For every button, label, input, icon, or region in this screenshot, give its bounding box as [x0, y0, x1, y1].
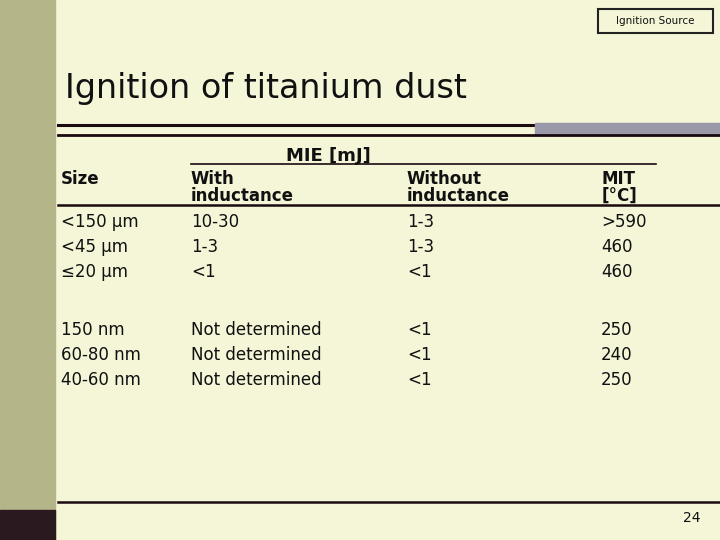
Text: <1: <1 [407, 263, 431, 281]
Text: 460: 460 [601, 238, 633, 256]
Text: Size: Size [61, 170, 100, 188]
Text: Without: Without [407, 170, 482, 188]
Text: 240: 240 [601, 346, 633, 364]
Text: With: With [191, 170, 235, 188]
Text: <1: <1 [407, 321, 431, 339]
Text: inductance: inductance [191, 187, 294, 205]
Text: MIT: MIT [601, 170, 635, 188]
Text: <1: <1 [407, 346, 431, 364]
Text: 250: 250 [601, 371, 633, 389]
Text: 1-3: 1-3 [191, 238, 218, 256]
Text: 460: 460 [601, 263, 633, 281]
Text: <150 μm: <150 μm [61, 213, 139, 231]
Bar [0, 0, 55, 540]
Text: 1-3: 1-3 [407, 213, 434, 231]
Text: 250: 250 [601, 321, 633, 339]
Text: Not determined: Not determined [191, 346, 321, 364]
Text: 1-3: 1-3 [407, 238, 434, 256]
Text: 60-80 nm: 60-80 nm [61, 346, 141, 364]
Text: 24: 24 [683, 511, 700, 525]
Bar [0, 510, 55, 540]
Text: Ignition of titanium dust: Ignition of titanium dust [65, 72, 467, 105]
Text: inductance: inductance [407, 187, 510, 205]
Text: >590: >590 [601, 213, 647, 231]
Text: <45 μm: <45 μm [61, 238, 128, 256]
Text: Not determined: Not determined [191, 371, 321, 389]
Text: [°C]: [°C] [601, 187, 637, 205]
Text: 10-30: 10-30 [191, 213, 239, 231]
Text: Ignition Source: Ignition Source [616, 16, 695, 26]
Text: <1: <1 [191, 263, 215, 281]
FancyBboxPatch shape [598, 9, 713, 33]
Bar [535, 123, 720, 135]
Text: MIE [mJ]: MIE [mJ] [287, 147, 372, 165]
Text: <1: <1 [407, 371, 431, 389]
Text: Not determined: Not determined [191, 321, 321, 339]
Text: ≤20 μm: ≤20 μm [61, 263, 128, 281]
Text: 40-60 nm: 40-60 nm [61, 371, 141, 389]
Text: 150 nm: 150 nm [61, 321, 125, 339]
